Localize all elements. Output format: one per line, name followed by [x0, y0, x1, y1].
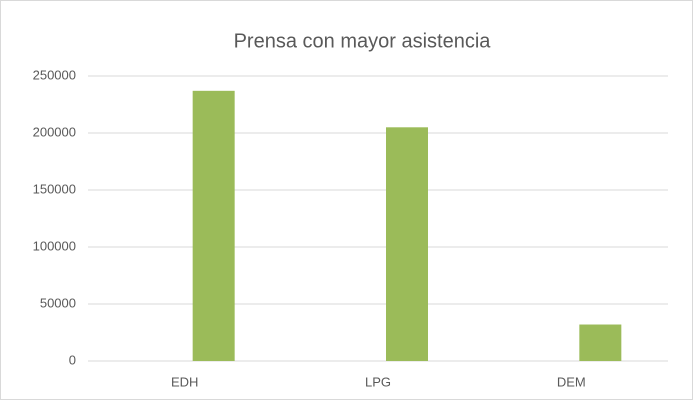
bar [192, 90, 235, 361]
y-tick-label: 200000 [33, 124, 76, 139]
chart-title: Prensa con mayor asistencia [234, 30, 492, 52]
y-tick-label: 150000 [33, 181, 76, 196]
y-tick-label: 250000 [33, 67, 76, 82]
x-tick-label: EDH [171, 374, 198, 389]
y-tick-label: 100000 [33, 238, 76, 253]
x-tick-label: DEM [557, 374, 586, 389]
y-tick-label: 50000 [40, 295, 76, 310]
y-tick-label: 0 [69, 352, 76, 367]
bar [579, 324, 622, 361]
bar [386, 127, 428, 361]
x-tick-label: LPG [365, 374, 391, 389]
